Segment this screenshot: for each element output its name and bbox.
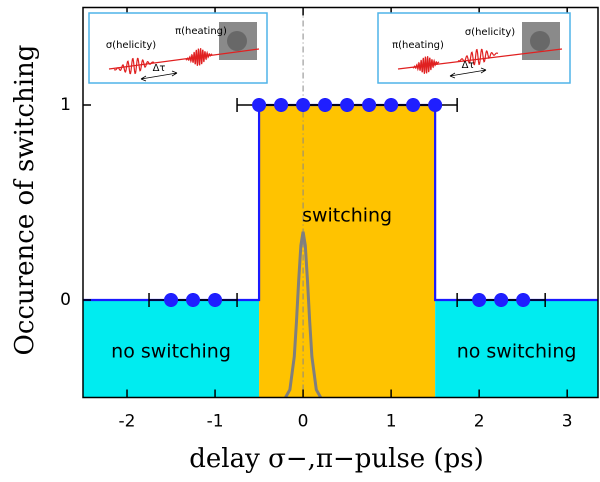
inset: σ(helicity) π(heating) Δτ [88,12,268,84]
inset-label: Δτ [153,63,166,74]
y-tick-label: 1 [60,95,71,115]
inset: π(heating) σ(helicity) Δτ [377,12,571,84]
region-label: switching [302,205,392,227]
line [284,231,322,399]
inset-label: π(heating) [392,40,444,51]
data-point [274,98,289,112]
region-label: no switching [111,340,231,362]
inset-spot [530,31,550,51]
data-point [428,98,443,112]
data-point [164,293,179,307]
data-point [494,293,509,307]
region [83,300,260,398]
inset-arrow [449,67,487,79]
data-point [252,98,267,112]
inset-spot [227,31,247,51]
x-tick-label: 1 [386,412,397,432]
x-tick-label: 2 [474,412,485,432]
inset-pulse [412,56,440,74]
region [435,300,598,398]
insets: σ(helicity)π(heating)Δτπ(heating)σ(helic… [88,12,571,84]
region [259,105,436,398]
data-point [384,98,399,112]
x-tick-label: 0 [298,412,309,432]
y-tick-label: 0 [60,290,71,310]
inset-arrow [140,70,178,82]
data-point [208,293,223,307]
inset-label: Δτ [462,60,475,71]
region-label: no switching [457,340,577,362]
data-point [472,293,487,307]
data-point [318,98,333,112]
data-point [516,293,531,307]
inset-label: π(heating) [175,26,227,37]
x-tick-label: -1 [207,412,224,432]
inset-label: σ(helicity) [465,27,515,38]
data-point [296,98,311,112]
inset-pulse [185,48,213,66]
data-point [186,293,201,307]
inset-pulse [113,57,155,75]
data-point [362,98,377,112]
y-axis-label: Occurence of switching [10,45,40,356]
inset-pulse [457,48,499,66]
plot-frame [82,6,599,399]
x-tick-label: -2 [119,412,136,432]
x-axis-label: delay σ−,π−pulse (ps) [189,444,483,474]
data-point [340,98,355,112]
inset-label: σ(helicity) [106,40,156,51]
x-tick-label: 3 [562,412,573,432]
data-point [406,98,421,112]
